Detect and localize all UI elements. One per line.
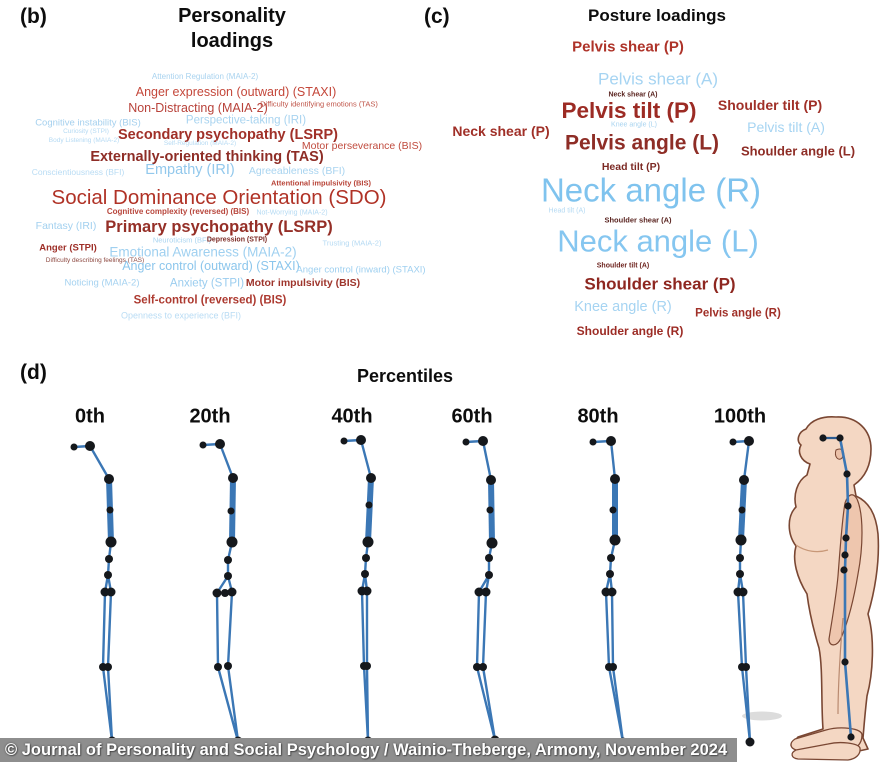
wordcloud-term: Pelvis tilt (P) xyxy=(561,97,697,123)
wordcloud-term: Body Listening (MAIA-2) xyxy=(48,136,120,144)
wordcloud-term: Self-control (reversed) (BIS) xyxy=(133,294,287,307)
wordcloud-term: Empathy (IRI) xyxy=(145,161,235,178)
panel-c-title: Posture loadings xyxy=(588,6,726,25)
wordcloud-term: Difficulty identifying emotions (TAS) xyxy=(260,99,378,109)
wordcloud-term: Agreeableness (BFI) xyxy=(248,164,346,177)
percentile-label: 40th xyxy=(331,405,373,428)
panel-c-letter: (c) xyxy=(424,5,450,28)
wordcloud-term: Pelvis shear (P) xyxy=(572,38,684,56)
wordcloud-term: Pelvis shear (A) xyxy=(598,69,718,89)
wordcloud-term: Emotional Awareness (MAIA-2) xyxy=(109,244,297,260)
wordcloud-term: Head tilt (A) xyxy=(548,207,586,215)
wordcloud-term: Knee angle (L) xyxy=(611,121,657,129)
wordcloud-term: Knee angle (R) xyxy=(574,298,672,315)
wordcloud-term: Shoulder shear (P) xyxy=(584,274,736,294)
wordcloud-term: Pelvis angle (R) xyxy=(695,307,781,320)
wordcloud-term: Difficulty describing feelings (TAS) xyxy=(45,256,145,264)
wordcloud-term: Anger expression (outward) (STAXI) xyxy=(135,84,337,99)
wordcloud-term: Non-Distracting (MAIA-2) xyxy=(128,100,268,115)
wordcloud-term: Not-Worrying (MAIA-2) xyxy=(256,209,328,217)
wordcloud-term: Pelvis angle (L) xyxy=(564,131,720,155)
percentile-label: 0th xyxy=(75,405,105,428)
wordcloud-term: Anger control (outward) (STAXI) xyxy=(122,258,300,273)
wordcloud-term: Neck angle (R) xyxy=(540,171,762,209)
wordcloud-term: Openness to experience (BFI) xyxy=(120,310,242,321)
wordcloud-term: Shoulder angle (L) xyxy=(740,143,856,159)
wordcloud-term: Neck angle (L) xyxy=(557,223,759,259)
wordcloud-term: Social Dominance Orientation (SDO) xyxy=(51,185,387,209)
wordcloud-term: Cognitive instability (BIS) xyxy=(35,117,141,129)
wordcloud-term: Motor impulsivity (BIS) xyxy=(245,276,361,289)
panel-b-title-line2: loadings xyxy=(190,30,274,52)
wordcloud-term: Shoulder shear (A) xyxy=(604,215,672,225)
wordcloud-term: Neck shear (P) xyxy=(452,123,550,139)
wordcloud-term: Anxiety (STPI) xyxy=(169,277,245,290)
wordcloud-term: Shoulder tilt (P) xyxy=(717,97,823,113)
wordcloud-term: Cognitive complexity (reversed) (BIS) xyxy=(106,207,250,216)
wordcloud-term: Depression (STPI) xyxy=(206,236,268,244)
wordcloud-term: Self-Regulation (MAIA-2) xyxy=(163,139,237,147)
wordcloud-term: Motor perseverance (BIS) xyxy=(301,139,423,152)
wordcloud-term: Trusting (MAIA-2) xyxy=(322,238,382,248)
wordcloud-term: Secondary psychopathy (LSRP) xyxy=(118,126,338,143)
panel-d-letter: (d) xyxy=(20,361,47,384)
wordcloud-term: Externally-oriented thinking (TAS) xyxy=(90,148,324,165)
wordcloud-term: Anger (STPI) xyxy=(39,242,97,254)
credit-text: © Journal of Personality and Social Psyc… xyxy=(5,740,728,759)
credit-bar: © Journal of Personality and Social Psyc… xyxy=(0,738,737,762)
wordcloud-term: Head tilt (P) xyxy=(601,160,661,173)
wordcloud-term: Shoulder tilt (A) xyxy=(596,262,650,270)
wordcloud-term: Attentional impulsivity (BIS) xyxy=(270,178,372,188)
percentile-label: 100th xyxy=(713,405,767,428)
percentile-label: 20th xyxy=(189,405,231,428)
wordcloud-term: Noticing (MAIA-2) xyxy=(64,277,140,289)
panel-b-letter: (b) xyxy=(20,5,47,28)
panel-b-title-line1: Personality xyxy=(178,5,286,27)
wordcloud-term: Fantasy (IRI) xyxy=(35,219,97,232)
wordcloud-term: Primary psychopathy (LSRP) xyxy=(105,217,333,236)
panel-b-title: Personality loadings xyxy=(178,4,286,54)
percentile-label: 80th xyxy=(577,405,619,428)
wordcloud-term: Conscientiousness (BFI) xyxy=(31,166,125,177)
wordcloud-term: Perspective-taking (IRI) xyxy=(185,114,307,127)
wordcloud-term: Pelvis tilt (A) xyxy=(747,119,825,135)
wordcloud-term: Anger control (inward) (STAXI) xyxy=(296,264,426,276)
wordcloud-term: Attention Regulation (MAIA-2) xyxy=(151,72,259,81)
wordcloud-term: Shoulder angle (R) xyxy=(576,324,684,338)
wordcloud-term: Neuroticism (BFI) xyxy=(152,235,212,245)
wordcloud-term: Neck shear (A) xyxy=(608,91,658,99)
wordcloud-term: Curiosity (STPI) xyxy=(63,127,109,135)
panel-d-title: Percentiles xyxy=(356,366,454,386)
percentile-label: 60th xyxy=(451,405,493,428)
